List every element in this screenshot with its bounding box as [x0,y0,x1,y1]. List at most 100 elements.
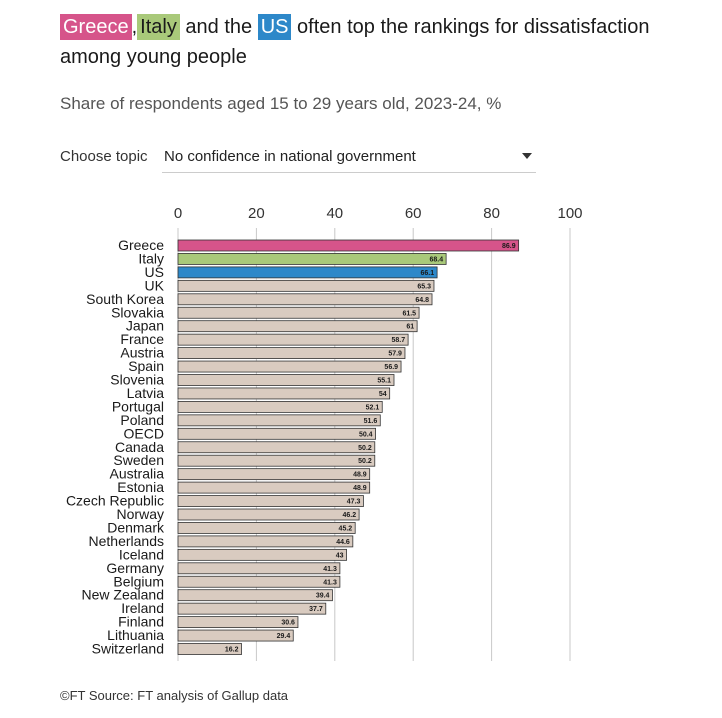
category-label-australia: Australia [110,466,165,482]
category-label-portugal: Portugal [112,398,164,414]
x-tick-label-100: 100 [557,205,582,222]
bar-norway [177,508,360,521]
bar-iceland [177,548,347,561]
category-label-slovenia: Slovenia [110,372,164,388]
bar-estonia [177,481,371,494]
value-label-australia: 48.9 [353,472,367,479]
topic-dropdown[interactable]: No confidence in national government [162,144,536,173]
value-label-iceland: 43 [336,552,344,559]
value-label-uk: 65.3 [417,283,431,290]
bar-netherlands [177,535,354,548]
value-label-france: 58.7 [391,337,405,344]
headline-and-the: and the [179,16,258,38]
category-label-lithuania: Lithuania [107,627,164,643]
bar-portugal [177,400,383,413]
chart-subtitle: Share of respondents aged 15 to 29 years… [60,94,502,113]
category-label-estonia: Estonia [117,479,164,495]
bar-latvia [177,387,391,400]
value-label-greece: 86.9 [502,243,516,250]
value-label-norway: 46.2 [342,512,356,519]
value-label-austria: 57.9 [388,351,402,358]
bar-oecd [177,427,376,440]
value-label-japan: 61 [406,324,414,331]
value-label-portugal: 52.1 [366,404,380,411]
bar-uk [177,279,435,292]
category-label-new-zealand: New Zealand [82,587,165,603]
category-label-ireland: Ireland [121,600,164,616]
topic-selector-row: Choose topic No confidence in national g… [60,148,536,176]
bar-italy [177,253,447,265]
category-label-denmark: Denmark [107,519,165,535]
value-label-latvia: 54 [379,391,387,398]
bar-greece [177,239,520,252]
value-label-slovakia: 61.5 [402,310,416,317]
value-label-switzerland: 16.2 [225,647,239,654]
category-label-germany: Germany [106,560,164,576]
category-label-netherlands: Netherlands [89,533,165,549]
x-tick-label-40: 40 [326,205,343,222]
chevron-down-icon[interactable] [522,153,532,159]
x-tick-label-60: 60 [405,205,422,222]
bar-ireland [177,602,327,615]
value-label-italy: 68.4 [430,256,444,263]
x-tick-label-0: 0 [174,205,182,222]
value-label-us: 66.1 [420,270,434,277]
value-label-finland: 30.6 [281,620,295,627]
category-label-us: US [145,264,164,280]
value-label-slovenia: 55.1 [377,378,391,385]
headline-italy-highlight: Italy [137,14,180,40]
bar-austria [177,347,406,360]
bar-slovakia [177,306,420,319]
value-label-estonia: 48.9 [353,485,367,492]
topic-dropdown-value: No confidence in national government [164,148,416,165]
bar-france [177,333,409,346]
bar-canada [177,441,376,454]
category-label-finland: Finland [118,614,164,630]
category-label-czech-republic: Czech Republic [66,493,164,509]
headline-comma: , [131,16,138,38]
value-label-spain: 56.9 [384,364,398,371]
value-label-czech-republic: 47.3 [347,499,361,506]
category-label-norway: Norway [117,506,164,522]
bar-spain [177,360,402,373]
bar-denmark [177,522,356,534]
bar-germany [177,562,341,575]
x-tick-label-80: 80 [483,205,500,222]
bar-australia [177,468,371,481]
value-label-poland: 51.6 [364,418,378,425]
bar-poland [177,414,381,427]
bar-switzerland [177,643,242,655]
category-label-poland: Poland [120,412,164,428]
value-label-canada: 50.2 [358,445,372,452]
headline-greece-highlight: Greece [60,14,132,40]
category-label-france: France [120,331,164,347]
category-label-spain: Spain [128,358,164,374]
category-label-slovakia: Slovakia [111,304,164,320]
value-label-new-zealand: 39.4 [316,593,330,600]
bar-slovenia [177,374,395,386]
headline-us-highlight: US [257,14,292,40]
bar-us [177,266,438,279]
category-label-canada: Canada [115,439,164,455]
x-tick-label-20: 20 [248,205,265,222]
category-label-greece: Greece [118,237,164,253]
bar-japan [177,320,418,333]
category-label-belgium: Belgium [113,573,164,589]
category-label-italy: Italy [138,250,164,266]
bar-finland [177,616,299,629]
category-label-sweden: Sweden [113,452,164,468]
bar-czech-republic [177,495,364,507]
category-label-iceland: Iceland [119,546,164,562]
category-label-uk: UK [145,277,165,293]
category-label-oecd: OECD [124,425,164,441]
value-label-south-korea: 64.8 [415,297,429,304]
category-label-japan: Japan [126,318,164,334]
bar-lithuania [177,629,294,642]
value-label-oecd: 50.4 [359,431,373,438]
bar-sweden [177,454,376,467]
value-label-germany: 41.3 [323,566,337,573]
bar-new-zealand [177,589,333,602]
category-label-switzerland: Switzerland [92,641,164,657]
value-label-sweden: 50.2 [358,458,372,465]
category-label-austria: Austria [120,345,164,361]
